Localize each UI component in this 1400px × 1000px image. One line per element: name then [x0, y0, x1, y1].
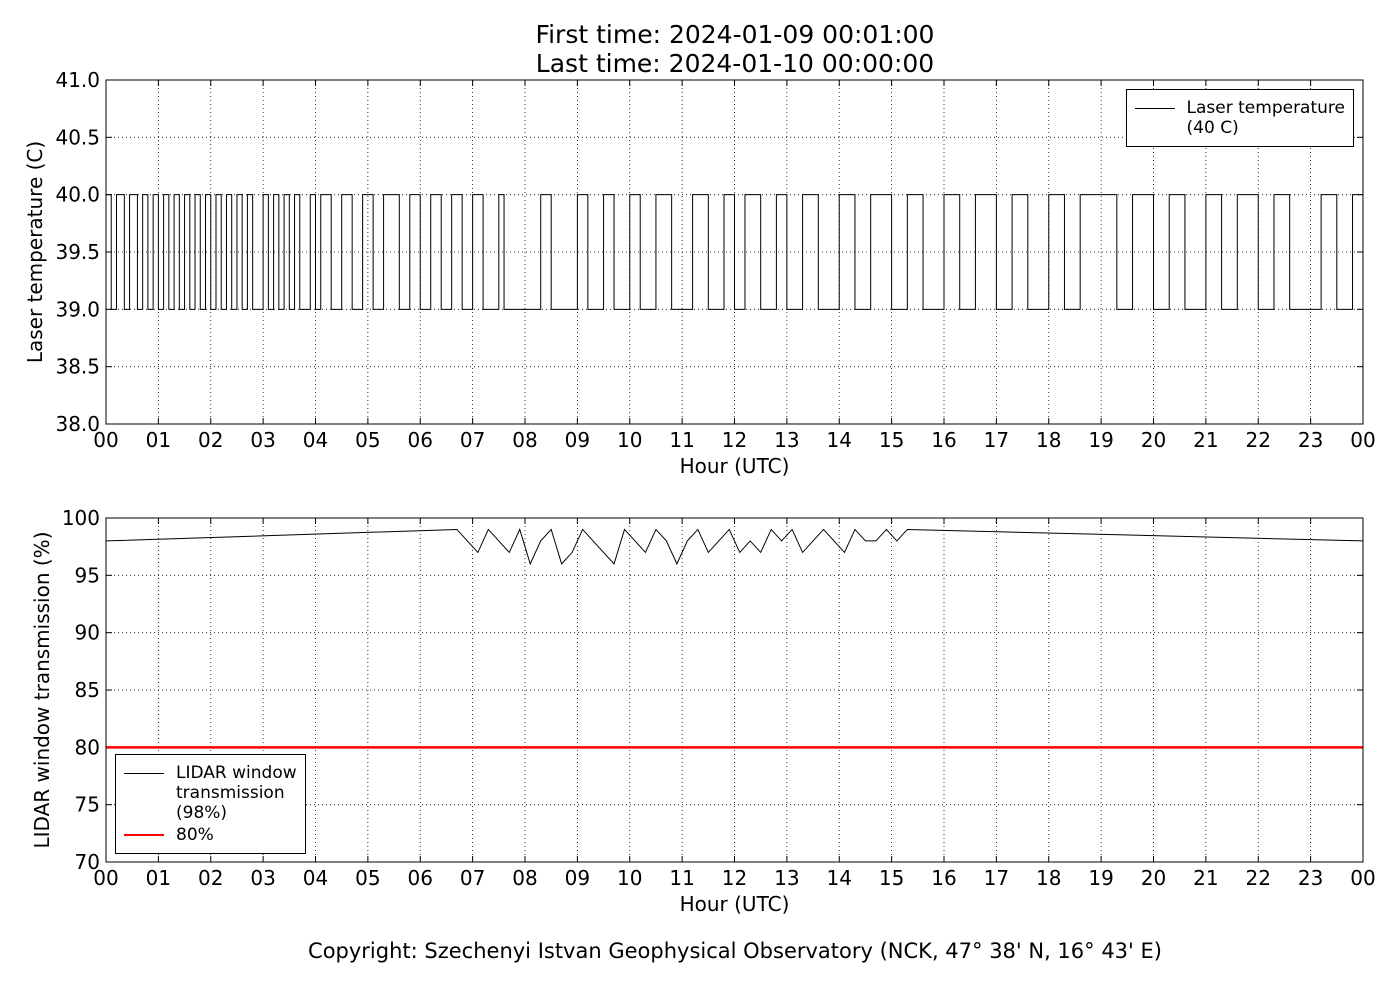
data-line: [105, 528, 1364, 566]
copyright: Copyright: Szechenyi Istvan Geophysical …: [308, 939, 1162, 963]
x-tick-label: 03: [250, 866, 275, 890]
x-tick-label: 17: [984, 866, 1009, 890]
legend-line: [1134, 107, 1175, 109]
legend-entry: 80%: [124, 825, 297, 845]
x-tick-label: 21: [1193, 428, 1218, 452]
x-tick-label: 12: [722, 428, 747, 452]
x-tick-label: 08: [512, 428, 537, 452]
y-tick-label: 38.5: [55, 355, 100, 379]
x-tick-label: 18: [1036, 866, 1061, 890]
x-tick-label: 16: [931, 428, 956, 452]
x-tick-label: 21: [1193, 866, 1218, 890]
x-tick-label: 06: [408, 866, 433, 890]
x-tick-label: 17: [984, 428, 1009, 452]
x-tick-label: 00: [93, 866, 118, 890]
legend-label: 80%: [176, 825, 214, 845]
legend-swatch: [1134, 98, 1175, 118]
x-tick-label: 03: [250, 428, 275, 452]
y-tick-label: 39.5: [55, 240, 100, 264]
chart-subtitle: Last time: 2024-01-10 00:00:00: [536, 49, 934, 78]
x-tick-label: 13: [774, 428, 799, 452]
chart-title: First time: 2024-01-09 00:01:00: [536, 20, 935, 49]
x-tick-label: 07: [460, 428, 485, 452]
legend-entry: LIDAR window transmission (98%): [124, 763, 297, 823]
y-tick-label: 90: [75, 621, 100, 645]
legend: LIDAR window transmission (98%) 80%: [115, 754, 306, 854]
x-tick-label: 12: [722, 866, 747, 890]
y-tick-label: 80: [75, 735, 100, 759]
legend: Laser temperature (40 C): [1125, 89, 1354, 147]
x-tick-label: 00: [93, 428, 118, 452]
x-tick-label: 04: [303, 866, 328, 890]
y-tick-label: 75: [75, 793, 100, 817]
x-tick-label: 19: [1088, 866, 1113, 890]
legend-label: Laser temperature (40 C): [1186, 98, 1345, 138]
x-tick-label: 14: [827, 428, 852, 452]
x-tick-label: 00: [1350, 428, 1375, 452]
x-tick-label: 05: [355, 866, 380, 890]
legend-label: LIDAR window transmission (98%): [176, 763, 297, 823]
legend-line: [124, 833, 164, 836]
y-tick-label: 40.0: [55, 183, 100, 207]
x-tick-label: 10: [617, 866, 642, 890]
x-tick-label: 01: [146, 428, 171, 452]
legend-swatch: [124, 763, 164, 783]
x-tick-label: 09: [565, 866, 590, 890]
x-tick-label: 11: [669, 428, 694, 452]
x-tick-label: 08: [512, 866, 537, 890]
x-tick-label: 13: [774, 866, 799, 890]
x-tick-label: 22: [1246, 866, 1271, 890]
y-tick-label: 38.0: [55, 412, 100, 436]
x-tick-label: 14: [827, 866, 852, 890]
x-tick-label: 15: [879, 428, 904, 452]
legend-entry: Laser temperature (40 C): [1134, 98, 1345, 138]
x-tick-label: 02: [198, 866, 223, 890]
x-tick-label: 06: [408, 428, 433, 452]
y-tick-label: 40.5: [55, 125, 100, 149]
data-line: [106, 194, 1364, 310]
x-tick-label: 05: [355, 428, 380, 452]
x-tick-label: 04: [303, 428, 328, 452]
x-tick-label: 15: [879, 866, 904, 890]
y-tick-label: 41.0: [55, 68, 100, 92]
x-axis-label: Hour (UTC): [680, 892, 790, 916]
x-tick-label: 00: [1350, 866, 1375, 890]
y-tick-label: 70: [75, 850, 100, 874]
y-tick-label: 100: [62, 506, 100, 530]
y-axis-label: Laser temperature (C): [23, 141, 47, 363]
x-tick-label: 23: [1298, 866, 1323, 890]
axes-frame: [105, 79, 1364, 425]
legend-swatch: [124, 825, 164, 845]
x-tick-label: 19: [1088, 428, 1113, 452]
y-tick-label: 95: [75, 563, 100, 587]
legend-line: [124, 772, 164, 774]
y-tick-label: 85: [75, 678, 100, 702]
x-tick-label: 11: [669, 866, 694, 890]
y-axis-label: LIDAR window transmission (%): [30, 532, 54, 849]
y-tick-label: 39.0: [55, 297, 100, 321]
x-tick-label: 20: [1141, 428, 1166, 452]
axes-frame: [105, 517, 1364, 863]
x-tick-label: 10: [617, 428, 642, 452]
x-tick-label: 02: [198, 428, 223, 452]
x-tick-label: 18: [1036, 428, 1061, 452]
x-tick-label: 09: [565, 428, 590, 452]
x-tick-label: 23: [1298, 428, 1323, 452]
x-axis-label: Hour (UTC): [680, 454, 790, 478]
x-tick-label: 01: [146, 866, 171, 890]
x-tick-label: 20: [1141, 866, 1166, 890]
x-tick-label: 16: [931, 866, 956, 890]
x-tick-label: 07: [460, 866, 485, 890]
x-tick-label: 22: [1246, 428, 1271, 452]
